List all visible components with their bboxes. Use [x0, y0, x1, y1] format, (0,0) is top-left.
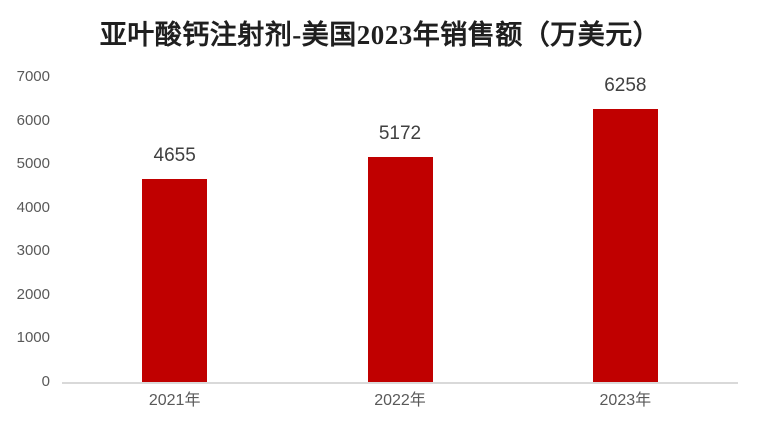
bar-2021年 [142, 179, 208, 382]
x-axis-line [62, 382, 738, 384]
data-label-2022年: 5172 [378, 122, 422, 144]
x-tick-label: 2022年 [374, 392, 426, 409]
chart-title: 亚叶酸钙注射剂-美国2023年销售额（万美元） [99, 20, 661, 50]
y-tick-label: 6000 [16, 111, 50, 129]
y-tick-label: 1000 [16, 329, 50, 347]
data-label-2023年: 6258 [604, 75, 647, 97]
x-tick-label: 2023年 [599, 392, 652, 409]
y-tick-label: 4000 [16, 198, 50, 216]
y-tick-label: 2000 [16, 285, 50, 303]
y-tick-label: 5000 [16, 155, 50, 173]
y-tick-label: 0 [41, 373, 50, 390]
y-tick-label: 3000 [16, 242, 50, 260]
bar-2022年 [367, 156, 433, 382]
y-tick-label: 7000 [16, 68, 50, 85]
x-tick-label: 2021年 [148, 392, 201, 409]
data-label-2021年: 4655 [153, 145, 196, 167]
bar-2023年 [592, 109, 658, 382]
